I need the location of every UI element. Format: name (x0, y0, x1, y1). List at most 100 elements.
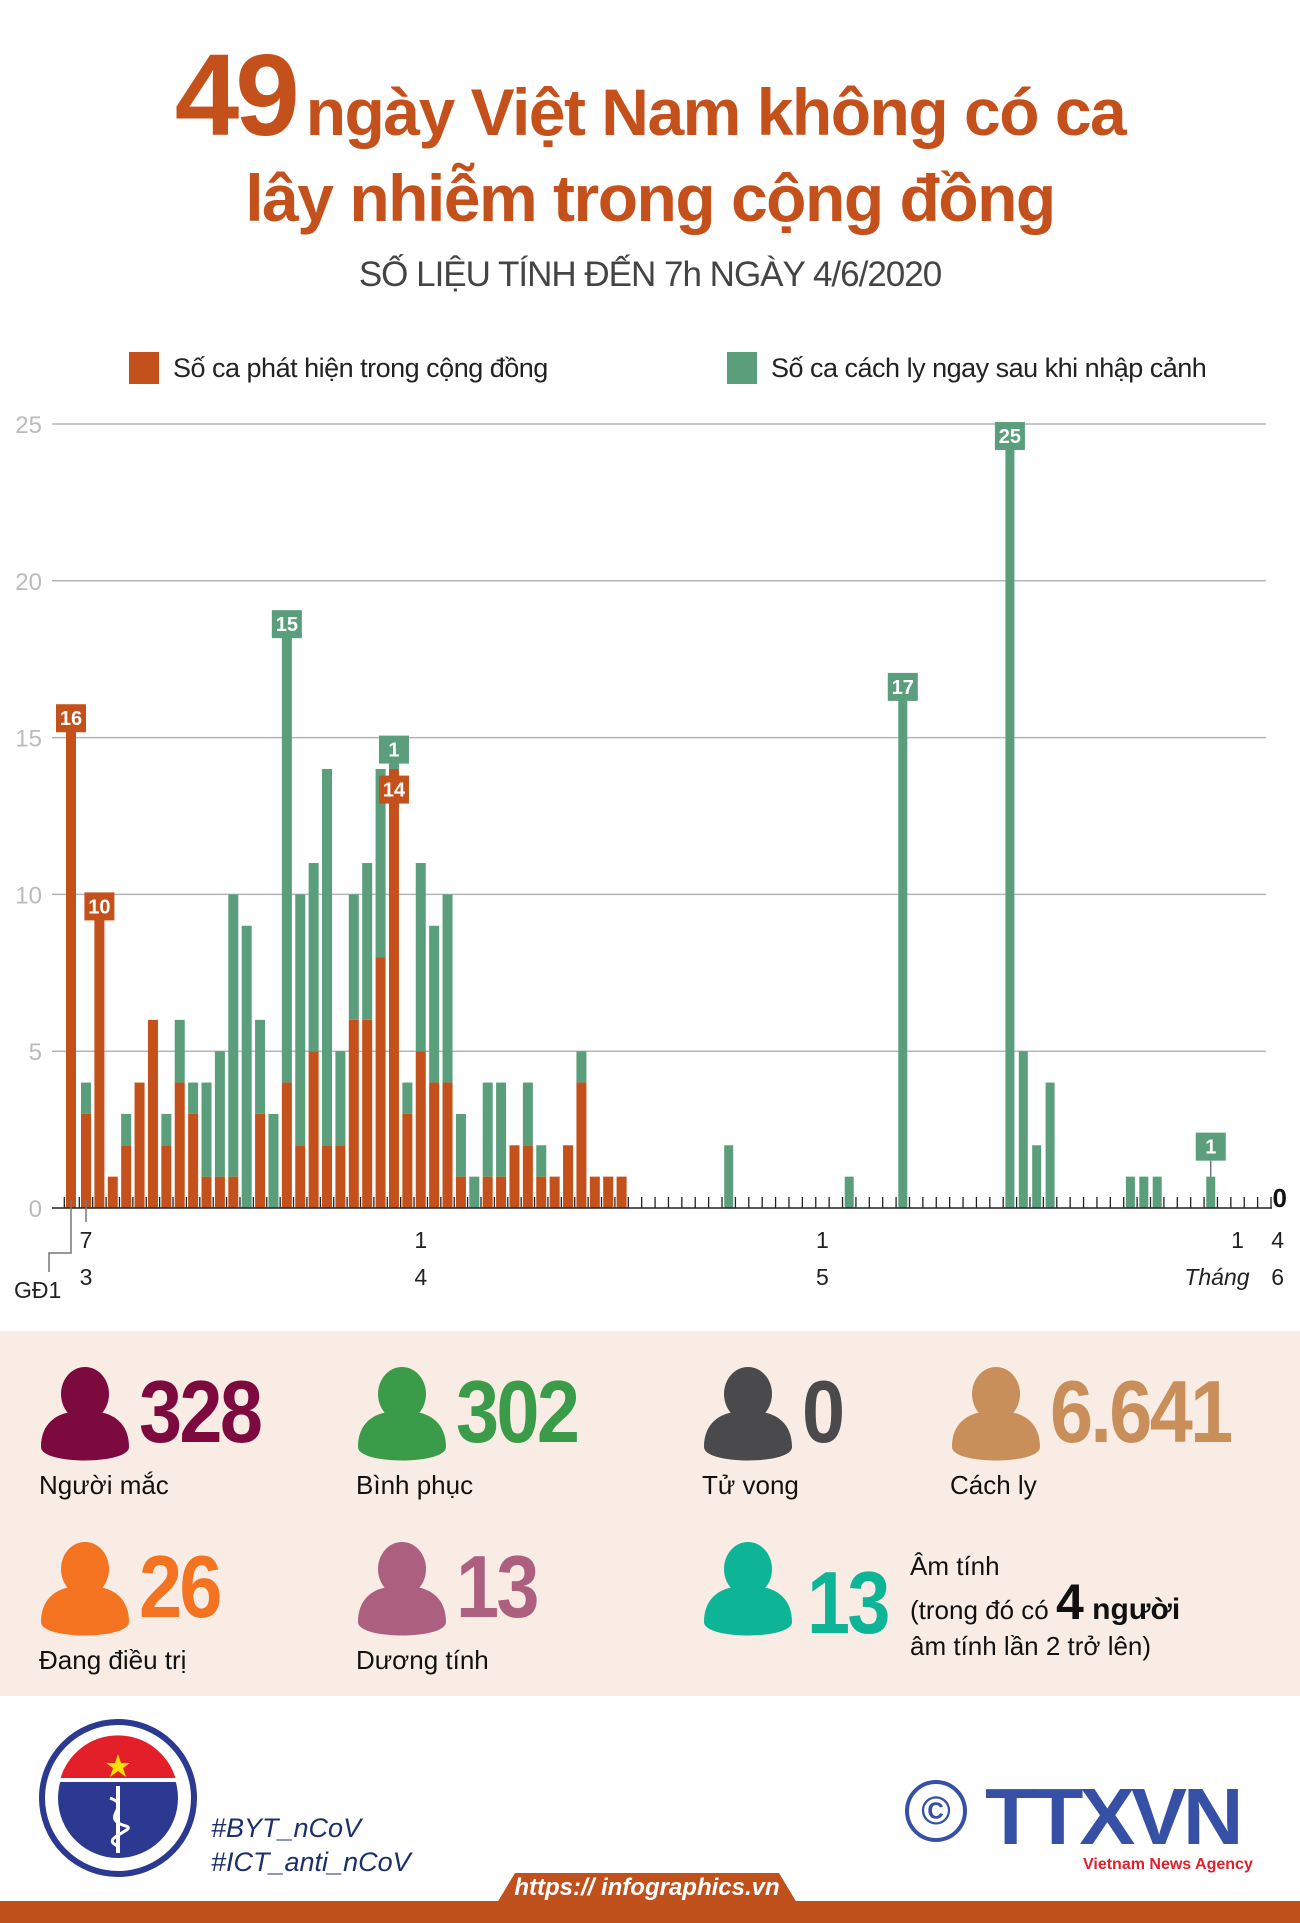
bar-community (81, 1113, 91, 1208)
data-label: 10 (88, 896, 110, 918)
bar-quarantine (268, 1113, 279, 1208)
stat-value: 13 (807, 1553, 891, 1652)
data-label: 25 (999, 426, 1021, 448)
hashtag: #BYT_nCoV (211, 1813, 362, 1843)
bar-community (415, 1051, 426, 1208)
negative-line3: âm tính lần 2 trở lên) (910, 1631, 1152, 1661)
stat-label: Dương tính (356, 1645, 489, 1675)
page-title-line1: 49 ngày Việt Nam không có ca (0, 37, 1300, 153)
stat-value: 302 (456, 1362, 580, 1461)
url-tab (497, 1873, 797, 1903)
legend-label: Số ca phát hiện trong cộng đồng (173, 352, 548, 383)
person-icon (358, 1367, 446, 1461)
data-label-box (994, 422, 1025, 450)
stat-value: 328 (139, 1362, 263, 1461)
bar-community (107, 1176, 118, 1208)
bar-quarantine (241, 925, 252, 1208)
legend-swatch (727, 352, 757, 384)
bar-community (147, 1019, 158, 1208)
agency-subtitle: Vietnam News Agency (1083, 1856, 1253, 1873)
copyright-icon: © (905, 1780, 967, 1842)
negative-note: Âm tính (trong đó có 4 người âm tính lần… (910, 1548, 1180, 1664)
title-number: 49 (174, 30, 300, 160)
bar-quarantine (415, 863, 426, 1052)
bar-community (335, 1145, 346, 1208)
legend-item-quarantine: Số ca cách ly ngay sau khi nhập cảnh (727, 352, 1207, 384)
website-link[interactable]: https:// infographics.vn (514, 1874, 780, 1901)
bar-community (134, 1082, 145, 1208)
bar-community (442, 1082, 453, 1208)
stats-panel: 328 Người mắc 302 Bình phục 0 Tử vong 6.… (0, 1331, 1300, 1696)
y-tick-label: 10 (15, 882, 42, 909)
data-label-box (1195, 1132, 1226, 1161)
bar-quarantine (469, 1176, 480, 1208)
bar-quarantine (724, 1145, 734, 1208)
data-label: 15 (276, 614, 298, 636)
bar-quarantine (214, 1051, 225, 1177)
bar-quarantine (188, 1082, 199, 1114)
bar-quarantine (308, 863, 319, 1052)
bar-quarantine (375, 768, 386, 958)
data-label: 14 (383, 780, 406, 802)
person-icon (41, 1542, 129, 1636)
legend-label: Số ca cách ly ngay sau khi nhập cảnh (771, 352, 1207, 383)
hashtag: #ICT_anti_nCoV (211, 1847, 411, 1877)
legend-item-community: Số ca phát hiện trong cộng đồng (129, 352, 548, 384)
stat-value: 26 (139, 1537, 223, 1636)
stat-value: 13 (456, 1537, 540, 1636)
bar-quarantine (844, 1176, 854, 1208)
bar-quarantine (1005, 424, 1015, 1208)
bar-community (603, 1176, 614, 1208)
bar-community (536, 1176, 547, 1208)
bar-quarantine (174, 1019, 185, 1083)
bar-quarantine (201, 1082, 212, 1177)
bar-community (549, 1176, 560, 1208)
bar-community (322, 1145, 333, 1208)
bar-quarantine (322, 768, 333, 1146)
data-label-box (56, 704, 86, 733)
negative-line2-num: 4 (1055, 1574, 1084, 1630)
bar-community (576, 1082, 587, 1208)
bar-quarantine (335, 1051, 346, 1146)
bar-community (522, 1145, 533, 1208)
bar-community (375, 957, 386, 1208)
data-label: 1 (388, 740, 399, 762)
bar-community (348, 1019, 359, 1208)
x-label-day: 1 (816, 1227, 829, 1253)
bar-quarantine (402, 1082, 413, 1114)
x-label-month: 3 (80, 1264, 93, 1290)
x-label-day: 1 (414, 1227, 427, 1253)
ttxvn-logo: TTXVN (985, 1772, 1244, 1861)
bar-quarantine (121, 1113, 132, 1146)
stat-label: Tử vong (702, 1470, 799, 1500)
bar-community (228, 1176, 239, 1208)
bar-quarantine (496, 1082, 507, 1177)
bar-quarantine (228, 894, 239, 1177)
bar-quarantine (898, 674, 908, 1208)
bar-community (161, 1145, 172, 1208)
bar-quarantine (362, 863, 373, 1020)
bar-community (308, 1051, 319, 1208)
stat-value: 0 (802, 1362, 845, 1461)
negative-line2-pre: (trong đó có (910, 1595, 1056, 1625)
negative-line2-post: người (1083, 1593, 1181, 1626)
data-label: 17 (892, 677, 914, 699)
data-label-box (887, 672, 918, 701)
bar-community (121, 1145, 132, 1208)
bar-quarantine (295, 894, 306, 1146)
gd1-bracket (48, 1200, 72, 1272)
bar-quarantine (1032, 1145, 1042, 1208)
bar-quarantine (255, 1019, 266, 1114)
person-icon (358, 1542, 446, 1636)
y-tick-label: 0 (29, 1196, 42, 1223)
x-label-day: 7 (80, 1227, 93, 1253)
bar-community (496, 1176, 507, 1208)
y-tick-label: 5 (29, 1039, 42, 1066)
data-label-box (378, 775, 409, 804)
x-label-month: 5 (816, 1264, 829, 1290)
bar-community (174, 1082, 185, 1208)
stat-label: Bình phục (356, 1470, 474, 1500)
person-icon (704, 1367, 792, 1461)
bar-quarantine (429, 925, 440, 1083)
bar-community (66, 706, 76, 1208)
